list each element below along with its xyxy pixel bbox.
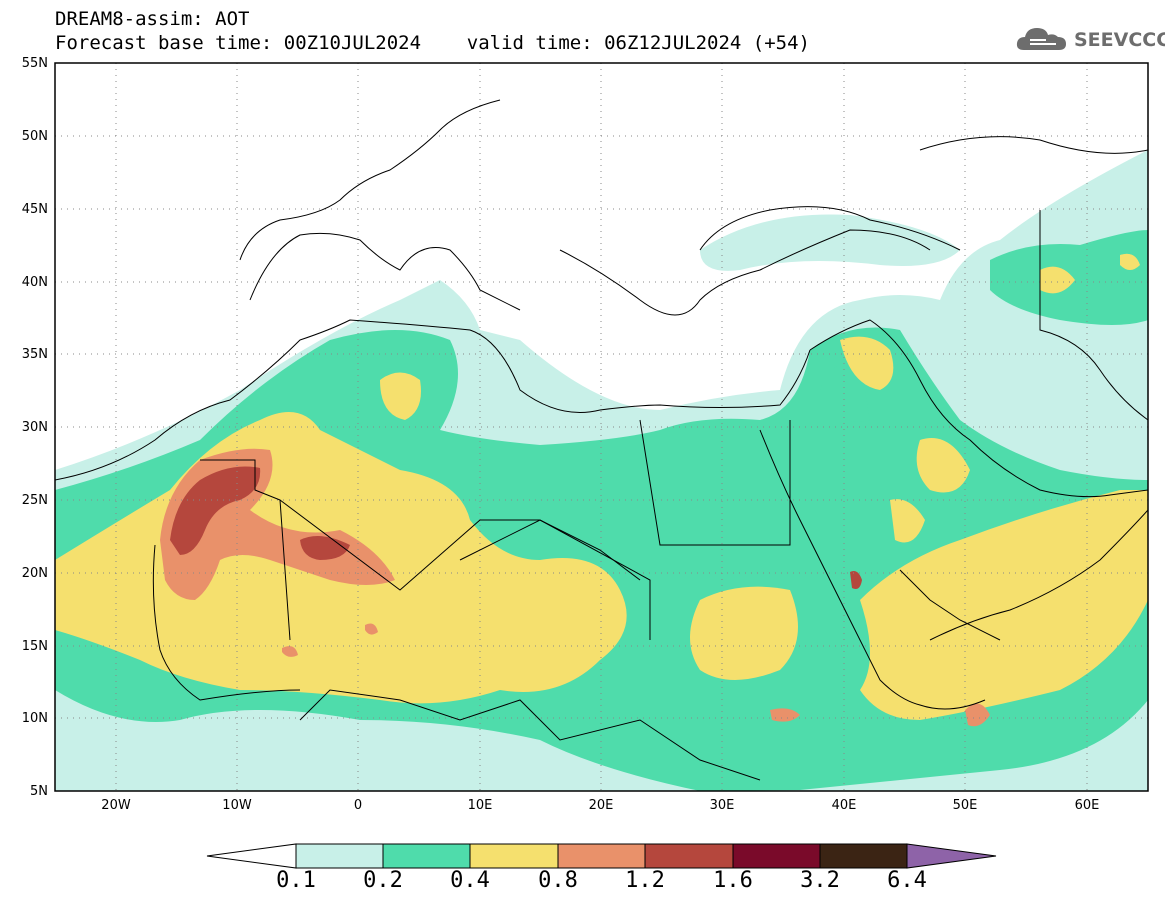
lat-label: 20N [21,566,48,581]
lon-label: 30E [709,798,735,813]
seevccc-logo: SEEVCCC [1074,29,1165,51]
lon-label: 10W [222,798,252,813]
lat-label: 40N [21,275,48,290]
aot-band-1.2 [170,466,862,589]
lat-label: 55N [21,56,48,71]
colorbar-label: 6.4 [887,868,927,893]
lon-label: 60E [1074,798,1100,813]
lon-label: 10E [467,798,493,813]
lon-label: 20W [101,798,131,813]
forecast-time-line: Forecast base time: 00Z10JUL2024 valid t… [55,32,810,54]
lat-label: 15N [21,639,48,654]
colorbar [206,843,997,869]
lon-label: 40E [831,798,857,813]
lon-label: 20E [588,798,614,813]
colorbar-label: 3.2 [800,868,840,893]
lon-label: 50E [952,798,978,813]
lat-label: 10N [21,711,48,726]
lat-label: 45N [21,202,48,217]
graticule [55,63,1148,791]
cloud-icon [1016,28,1066,50]
colorbar-label: 0.1 [276,868,316,893]
lat-label: 35N [21,347,48,362]
map-title: DREAM8-assim: AOT [55,8,250,30]
colorbar-label: 0.4 [450,868,490,893]
colorbar-label: 0.8 [538,868,578,893]
colorbar-label: 1.6 [713,868,753,893]
lat-label: 50N [21,129,48,144]
colorbar-label: 1.2 [625,868,665,893]
lon-label: 0 [353,798,363,813]
lat-label: 30N [21,420,48,435]
map-frame [54,62,1149,792]
coastlines [55,99,1148,781]
lat-label: 25N [21,493,48,508]
colorbar-label: 0.2 [363,868,403,893]
lat-label: 5N [30,784,48,799]
